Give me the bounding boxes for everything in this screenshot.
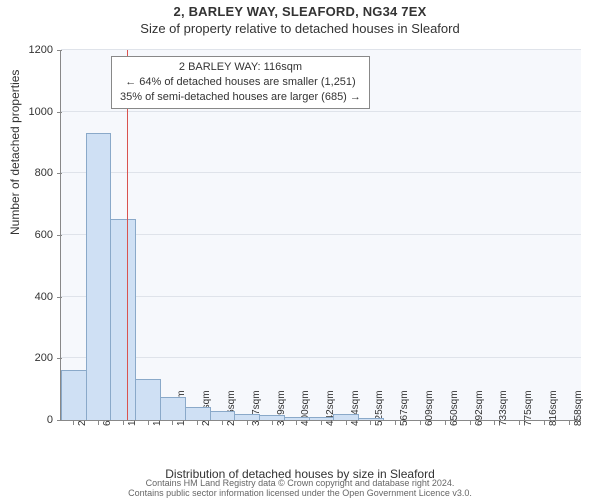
gridline — [61, 357, 581, 358]
x-tick-label: 775sqm — [523, 390, 534, 426]
x-tick-label: 276sqm — [226, 390, 237, 426]
histogram-bar — [309, 417, 335, 420]
x-tick-mark — [519, 420, 520, 425]
chart-container: 2, BARLEY WAY, SLEAFORD, NG34 7EX Size o… — [0, 0, 600, 500]
x-tick-label: 317sqm — [251, 390, 262, 426]
annotation-line-2: ← 64% of detached houses are smaller (1,… — [120, 75, 361, 90]
x-tick-mark — [148, 420, 149, 425]
histogram-bar — [234, 414, 260, 420]
x-tick-mark — [321, 420, 322, 425]
y-tick: 800 — [35, 167, 61, 179]
gridline — [61, 234, 581, 235]
y-tick: 0 — [47, 414, 61, 426]
histogram-bar — [135, 379, 161, 420]
x-tick-mark — [222, 420, 223, 425]
gridline — [61, 172, 581, 173]
x-tick-label: 858sqm — [573, 390, 584, 426]
x-tick-mark — [123, 420, 124, 425]
histogram-bar — [110, 219, 136, 420]
x-tick-mark — [544, 420, 545, 425]
x-tick-mark — [445, 420, 446, 425]
x-tick-label: 525sqm — [374, 390, 385, 426]
histogram-bar — [86, 133, 111, 420]
y-tick: 1200 — [29, 44, 61, 56]
x-tick-mark — [569, 420, 570, 425]
x-tick-label: 484sqm — [350, 390, 361, 426]
plot-area: 02004006008001000120026sqm68sqm109sqm151… — [60, 50, 581, 421]
x-tick-mark — [420, 420, 421, 425]
footer: Contains HM Land Registry data © Crown c… — [0, 479, 600, 499]
y-tick: 200 — [35, 352, 61, 364]
x-tick-label: 400sqm — [300, 390, 311, 426]
x-tick-mark — [172, 420, 173, 425]
x-tick-label: 359sqm — [276, 390, 287, 426]
page-title: 2, BARLEY WAY, SLEAFORD, NG34 7EX — [0, 0, 600, 19]
footer-line-2: Contains public sector information licen… — [0, 489, 600, 499]
gridline — [61, 111, 581, 112]
x-tick-label: 733sqm — [498, 390, 509, 426]
x-tick-mark — [197, 420, 198, 425]
y-axis-label: Number of detached properties — [8, 70, 22, 235]
x-tick-mark — [494, 420, 495, 425]
histogram-bar — [185, 407, 211, 420]
x-tick-label: 816sqm — [548, 390, 559, 426]
gridline — [61, 49, 581, 50]
x-tick-mark — [247, 420, 248, 425]
histogram-bar — [358, 418, 384, 420]
x-tick-label: 650sqm — [449, 390, 460, 426]
x-tick-label: 442sqm — [325, 390, 336, 426]
x-tick-label: 567sqm — [399, 390, 410, 426]
y-tick: 400 — [35, 291, 61, 303]
x-tick-mark — [296, 420, 297, 425]
gridline — [61, 296, 581, 297]
x-tick-mark — [370, 420, 371, 425]
x-tick-mark — [73, 420, 74, 425]
histogram-bar — [210, 411, 235, 420]
x-tick-mark — [395, 420, 396, 425]
annotation-box: 2 BARLEY WAY: 116sqm ← 64% of detached h… — [111, 56, 370, 109]
x-tick-label: 692sqm — [474, 390, 485, 426]
histogram-bar — [259, 415, 285, 420]
y-tick: 1000 — [29, 106, 61, 118]
histogram-bar — [61, 370, 87, 420]
histogram-bar — [333, 414, 358, 420]
y-tick: 600 — [35, 229, 61, 241]
x-tick-mark — [98, 420, 99, 425]
histogram-bar — [160, 397, 185, 420]
annotation-line-1: 2 BARLEY WAY: 116sqm — [120, 60, 361, 75]
x-tick-label: 609sqm — [424, 390, 435, 426]
annotation-line-3: 35% of semi-detached houses are larger (… — [120, 90, 361, 105]
x-tick-mark — [470, 420, 471, 425]
x-tick-mark — [346, 420, 347, 425]
x-tick-mark — [272, 420, 273, 425]
histogram-bar — [284, 417, 309, 420]
page-subtitle: Size of property relative to detached ho… — [0, 21, 600, 36]
